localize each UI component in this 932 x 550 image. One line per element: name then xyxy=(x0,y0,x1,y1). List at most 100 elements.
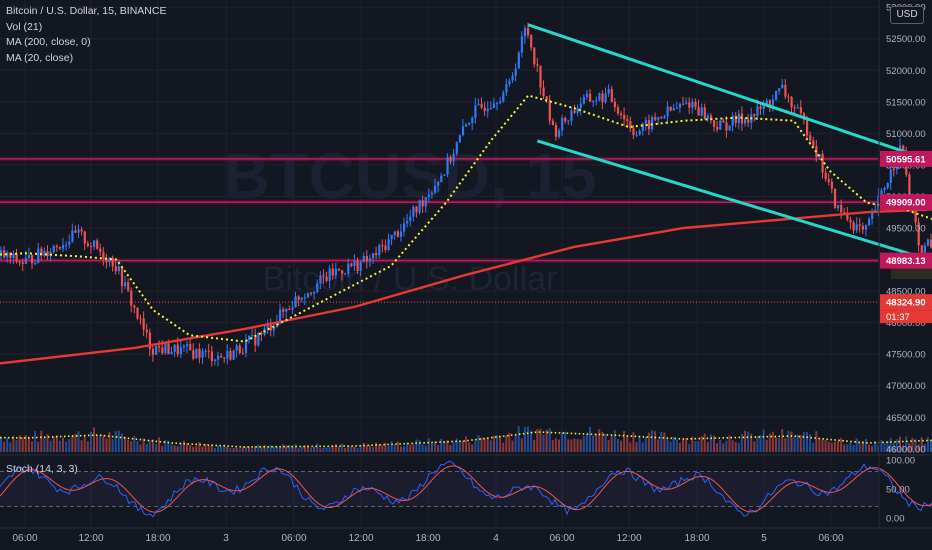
volume-bar xyxy=(170,444,173,452)
candle-body xyxy=(837,205,840,209)
candle-body xyxy=(638,131,641,135)
volume-bar xyxy=(691,436,694,452)
candle-body xyxy=(471,118,474,124)
volume-bar xyxy=(827,441,830,452)
candle-body xyxy=(502,92,505,102)
candle-body xyxy=(576,107,579,113)
volume-bar xyxy=(458,441,461,452)
candle-body xyxy=(759,106,762,110)
candle-body xyxy=(313,291,316,294)
volume-bar xyxy=(449,444,452,452)
volume-bar xyxy=(251,448,254,452)
candle-body xyxy=(148,332,151,349)
candle-body xyxy=(368,258,372,262)
volume-bar xyxy=(331,445,334,452)
volume-bar xyxy=(663,432,666,452)
stoch-legend[interactable]: Stoch (14, 3, 3) xyxy=(6,463,78,475)
time-tick-label: 12:00 xyxy=(616,533,641,544)
candle-body xyxy=(235,345,238,351)
volume-bar xyxy=(440,438,443,452)
volume-bar xyxy=(31,441,33,452)
candle-body xyxy=(145,329,148,333)
volume-bar xyxy=(554,438,557,452)
volume-bar xyxy=(430,443,433,452)
volume-bar xyxy=(111,438,114,452)
candle-body xyxy=(694,101,697,108)
candle-body xyxy=(142,318,145,330)
candle-body xyxy=(675,107,678,109)
volume-bar xyxy=(145,443,148,452)
volume-bar xyxy=(846,444,849,452)
volume-bar xyxy=(623,431,626,452)
time-axis[interactable]: 06:00 12:00 18:00 3 06:00 12:00 18:00 4 06:00 12:… xyxy=(12,533,843,544)
volume-bar xyxy=(344,448,347,452)
price-tick-label: 47500.00 xyxy=(886,350,926,361)
candle-body xyxy=(461,126,465,136)
volume-bar xyxy=(3,441,6,452)
legend-volume[interactable]: Vol (21) xyxy=(6,20,43,33)
candle-body xyxy=(579,103,582,108)
volume-bar xyxy=(179,442,182,452)
candle-body xyxy=(725,122,728,131)
volume-bar xyxy=(105,438,108,452)
candle-body xyxy=(548,99,551,121)
volume-bar xyxy=(173,445,176,452)
candle-body xyxy=(189,344,192,351)
candle-body xyxy=(372,252,375,259)
candle-body xyxy=(629,121,632,129)
volume-bar xyxy=(310,447,312,452)
candle-body xyxy=(923,245,926,258)
time-tick-label: 12:00 xyxy=(348,533,373,544)
volume-bar xyxy=(505,435,508,452)
candle-body xyxy=(585,93,589,97)
candle-body xyxy=(647,120,651,130)
candle-body xyxy=(734,115,737,123)
currency-button[interactable]: USD xyxy=(890,6,924,24)
volume-bar xyxy=(15,439,18,452)
legend-symbol[interactable]: Bitcoin / U.S. Dollar, 15, BINANCE xyxy=(6,5,167,17)
candle-body xyxy=(573,110,576,113)
volume-bar xyxy=(350,446,353,452)
candle-body xyxy=(269,324,272,331)
volume-bar xyxy=(706,442,709,452)
candle-body xyxy=(496,103,499,105)
volume-bar xyxy=(201,446,204,452)
volume-bar xyxy=(21,437,24,452)
candle-body xyxy=(173,344,176,352)
stochastic-pane xyxy=(0,460,932,518)
candle-body xyxy=(6,252,9,258)
candle-body xyxy=(80,229,83,232)
volume-bar xyxy=(269,445,272,452)
legend-ma200[interactable]: MA (200, close, 0) xyxy=(6,36,91,48)
candle-body xyxy=(719,120,722,130)
volume-bar xyxy=(585,433,588,452)
candle-body xyxy=(127,282,130,291)
candle-body xyxy=(480,103,483,108)
candle-body xyxy=(465,124,468,127)
volume-bar xyxy=(421,444,424,452)
volume-bar xyxy=(452,442,455,452)
volume-bar xyxy=(644,437,647,452)
candle-body xyxy=(824,172,827,180)
volume-bar xyxy=(362,443,365,452)
price-badge-label: 48983.13 xyxy=(886,256,926,267)
candle-body xyxy=(871,211,874,219)
candle-body xyxy=(477,103,480,106)
volume-bar xyxy=(74,433,77,452)
channel-lower-line xyxy=(536,139,932,263)
candle-body xyxy=(353,261,356,266)
volume-bar xyxy=(393,444,396,452)
candle-body xyxy=(672,108,675,111)
candle-body xyxy=(527,27,530,36)
candle-body xyxy=(688,102,691,108)
candle-body xyxy=(192,350,195,359)
volume-bar xyxy=(861,440,864,452)
candle-body xyxy=(505,84,508,93)
legend-ma20[interactable]: MA (20, close) xyxy=(6,51,74,64)
candle-body xyxy=(316,283,319,292)
volume-bar xyxy=(728,435,731,452)
horizontal-levels[interactable] xyxy=(0,156,878,303)
volume-bar xyxy=(840,437,843,452)
price-tick-label: 46000.00 xyxy=(886,444,926,455)
